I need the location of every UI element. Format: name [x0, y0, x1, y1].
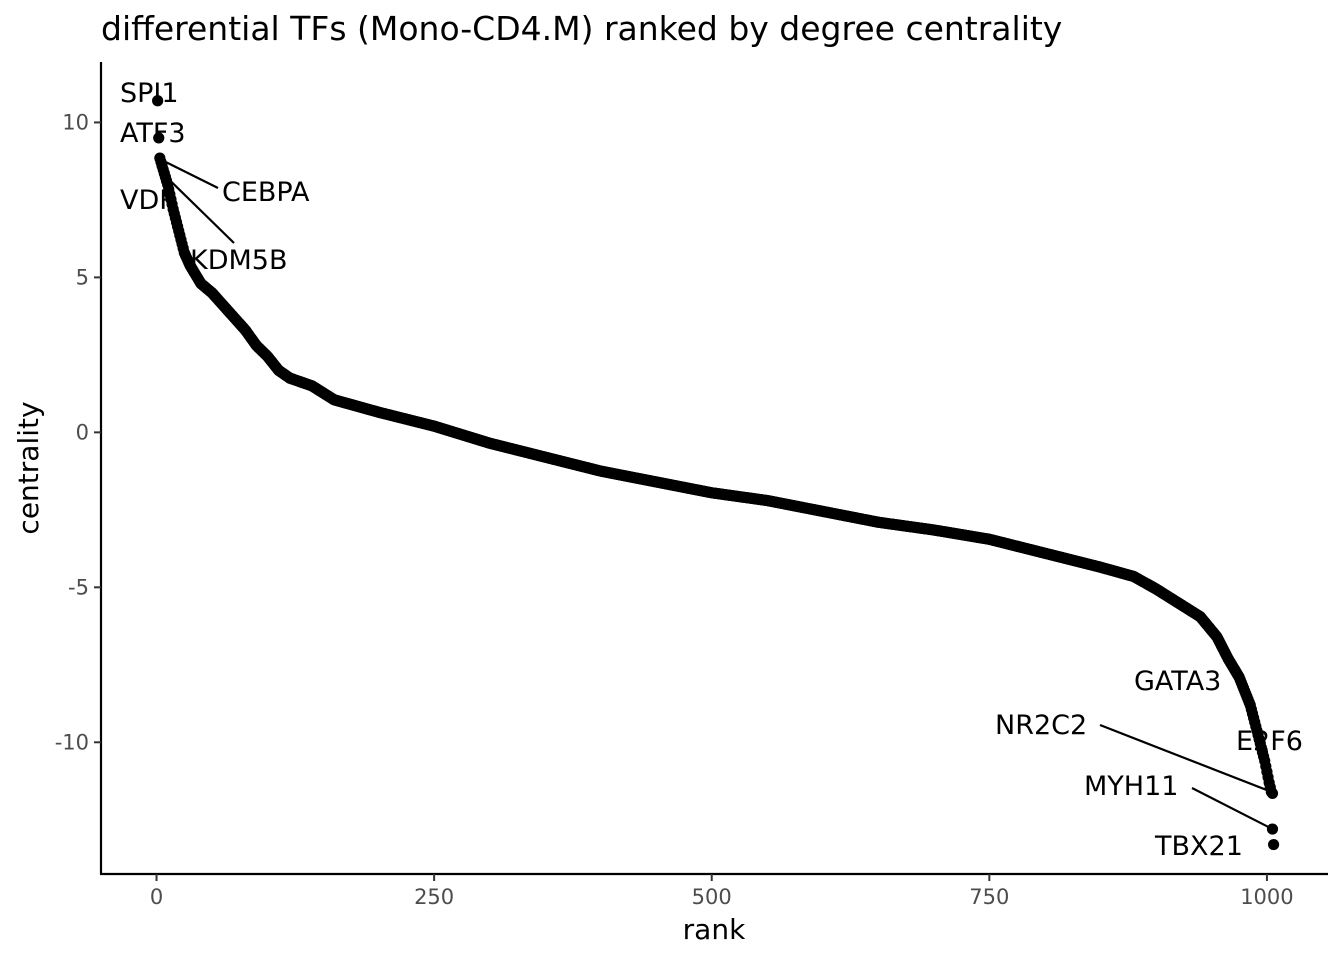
- leader-line-gata3: [1235, 681, 1251, 694]
- x-tick-label: 0: [150, 885, 163, 909]
- leader-line-kdm5b: [166, 177, 235, 244]
- x-tick-label: 250: [414, 885, 454, 909]
- gene-label-myh11: MYH11: [1084, 771, 1178, 802]
- x-tick-label: 750: [969, 885, 1009, 909]
- gene-label-kdm5b: KDM5B: [190, 245, 288, 276]
- x-tick-label: 500: [692, 885, 732, 909]
- y-tick-label: 10: [62, 110, 89, 134]
- y-axis-title: centrality: [12, 401, 45, 534]
- leader-line-cebpa: [160, 158, 219, 189]
- data-points: [152, 95, 1280, 851]
- gene-label-vdr: VDR: [120, 185, 178, 216]
- gene-labels: SPI1 ATF3 CEBPA VDR KDM5B GATA3 E2F6 NR2C2 MYH11…: [120, 78, 1303, 862]
- leader-line-nr2c2: [1099, 723, 1272, 793]
- leader-line-myh11: [1191, 787, 1273, 831]
- chart-title: differential TFs (Mono-CD4.M) ranked by …: [101, 9, 1062, 48]
- gene-label-spi1: SPI1: [120, 78, 179, 109]
- data-point: [153, 132, 165, 144]
- label-leader-lines: [160, 158, 1273, 831]
- gene-label-gata3: GATA3: [1134, 666, 1221, 697]
- y-tick-label: -5: [68, 575, 89, 599]
- gene-label-e2f6: E2F6: [1236, 726, 1303, 757]
- data-point: [1266, 787, 1279, 800]
- y-tick-label: 5: [76, 265, 89, 289]
- x-axis-title: rank: [683, 913, 746, 946]
- data-point-outlier: [1266, 823, 1279, 835]
- gene-label-cebpa: CEBPA: [222, 177, 310, 208]
- y-axis-ticks: 10 5 0 -5 -10: [55, 110, 101, 754]
- x-tick-label: 1000: [1240, 885, 1293, 909]
- gene-label-atf3: ATF3: [120, 118, 186, 149]
- y-tick-label: -10: [55, 730, 89, 754]
- gene-label-nr2c2: NR2C2: [995, 710, 1087, 741]
- y-tick-label: 0: [76, 420, 89, 444]
- data-point-outlier: [1267, 838, 1280, 851]
- data-point: [152, 95, 164, 107]
- x-axis-ticks: 0 250 500 750 1000: [150, 874, 1294, 909]
- gene-label-tbx21: TBX21: [1154, 831, 1243, 862]
